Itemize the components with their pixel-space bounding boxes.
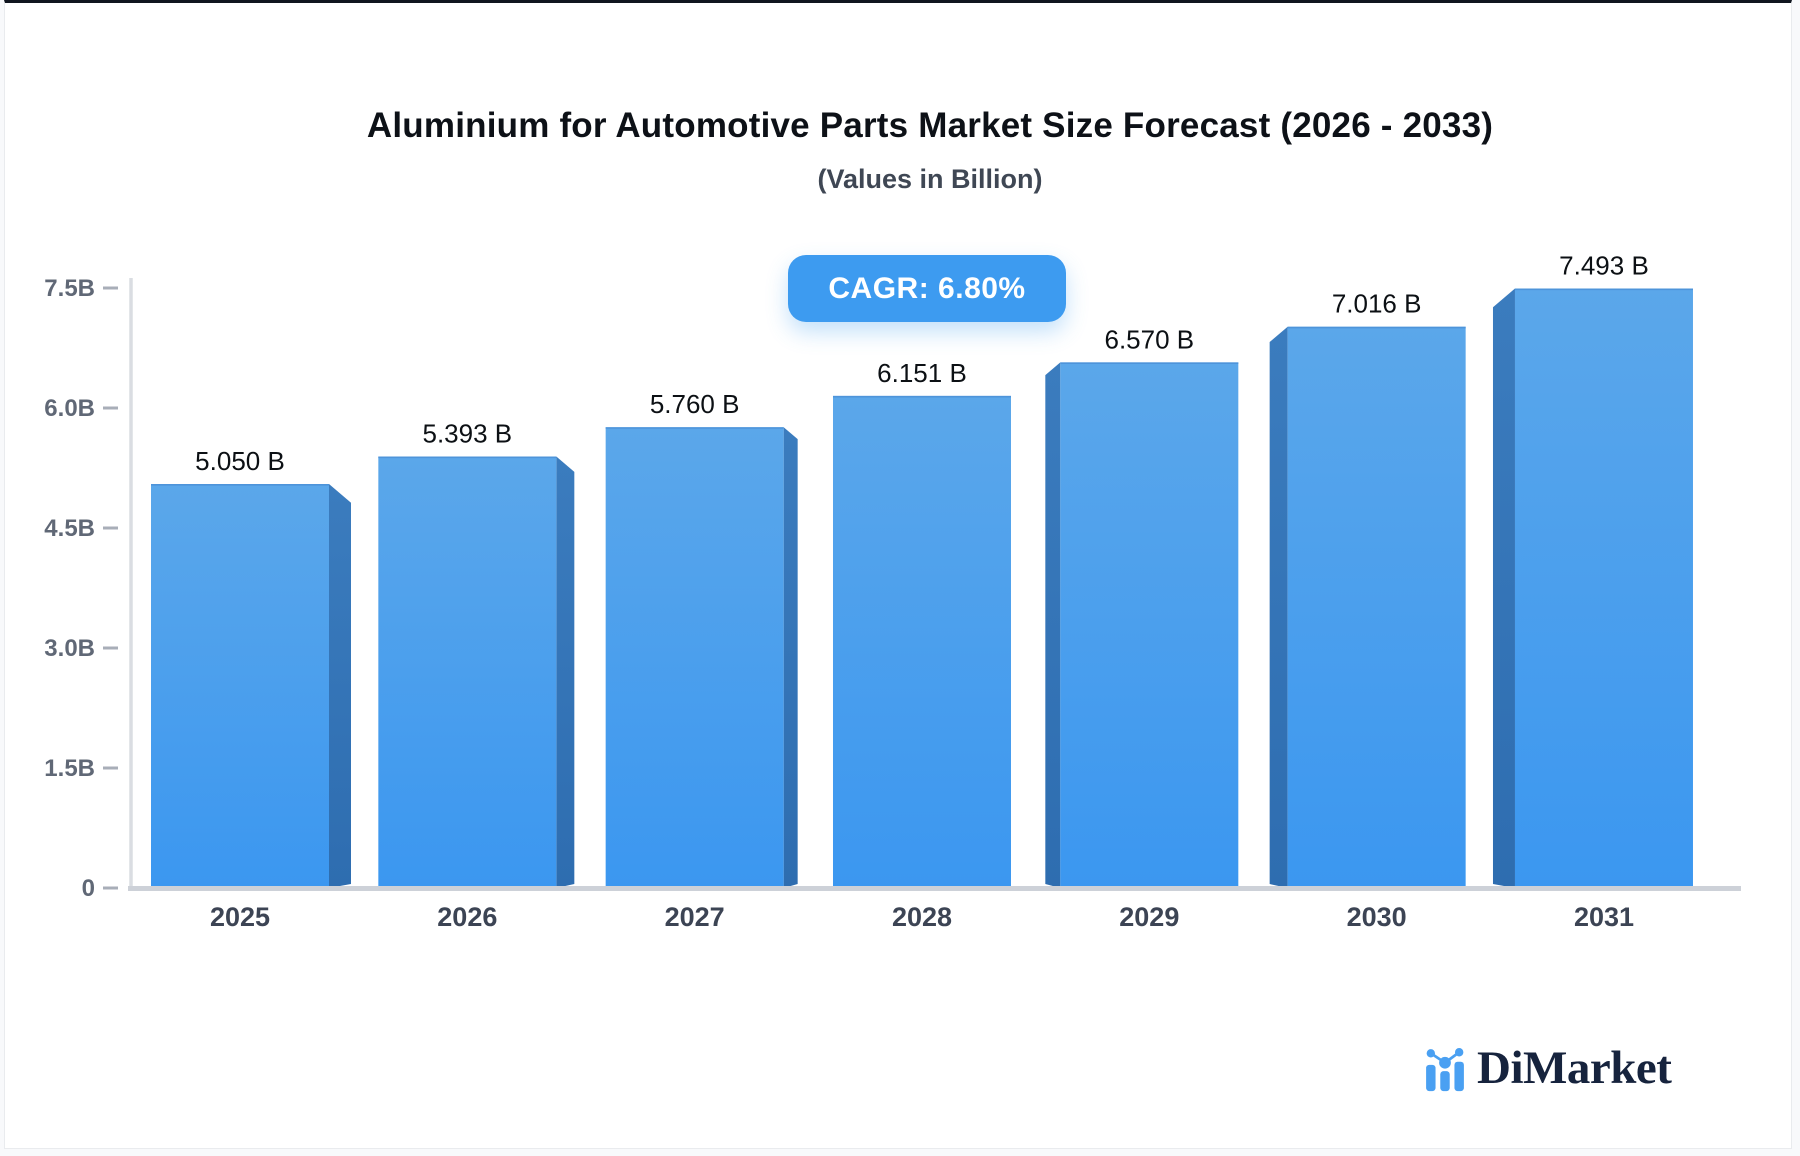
y-tick-label: 1.5B xyxy=(44,755,95,782)
x-tick-label: 2031 xyxy=(1574,902,1634,932)
x-tick-label: 2030 xyxy=(1347,902,1407,932)
x-tick-label: 2025 xyxy=(210,902,270,932)
bar-2027[interactable] xyxy=(605,427,784,888)
bar-value-label: 6.570 B xyxy=(1104,324,1194,354)
bar-2025[interactable] xyxy=(151,484,329,888)
x-tick-label: 2027 xyxy=(665,902,725,932)
dimarket-chart-icon xyxy=(1426,1048,1464,1092)
bar-value-label: 5.393 B xyxy=(423,419,513,449)
bar-value-label: 7.493 B xyxy=(1559,251,1649,281)
y-tick-label: 4.5B xyxy=(44,515,95,542)
bar-side-face xyxy=(556,456,575,888)
chart-title: Aluminium for Automotive Parts Market Si… xyxy=(366,106,1494,145)
cagr-badge-label: CAGR: 6.80% xyxy=(828,271,1026,305)
cagr-badge: CAGR: 6.80% xyxy=(788,255,1066,322)
bar-side-face xyxy=(1045,362,1061,888)
bar-2029[interactable] xyxy=(1060,362,1239,888)
y-tick-label: 0 xyxy=(82,875,95,902)
bar-side-face xyxy=(329,484,351,888)
bar-value-label: 5.050 B xyxy=(195,446,285,476)
bar-2028[interactable] xyxy=(832,395,1011,888)
bar-side-face xyxy=(783,427,798,888)
x-tick-label: 2028 xyxy=(892,902,952,932)
bar-2026[interactable] xyxy=(378,456,557,888)
y-tick-label: 3.0B xyxy=(44,635,95,662)
bar-2030[interactable] xyxy=(1287,326,1466,889)
y-tick-label: 7.5B xyxy=(44,275,95,302)
y-tick-label: 6.0B xyxy=(44,395,95,422)
bar-value-label: 5.760 B xyxy=(650,389,740,419)
brand-name: DiMarket xyxy=(1477,1041,1672,1094)
bar-value-label: 7.016 B xyxy=(1332,289,1422,319)
bar-side-face xyxy=(1269,326,1288,889)
bar-value-label: 6.151 B xyxy=(877,358,967,388)
bar-side-face xyxy=(1492,288,1515,888)
x-tick-label: 2029 xyxy=(1119,902,1179,932)
x-tick-label: 2026 xyxy=(437,902,497,932)
brand-logo: DiMarket xyxy=(1424,1040,1672,1096)
bar-2031[interactable] xyxy=(1514,288,1693,888)
x-axis-baseline xyxy=(128,886,1741,891)
chart-subtitle: (Values in Billion) xyxy=(817,164,1043,194)
